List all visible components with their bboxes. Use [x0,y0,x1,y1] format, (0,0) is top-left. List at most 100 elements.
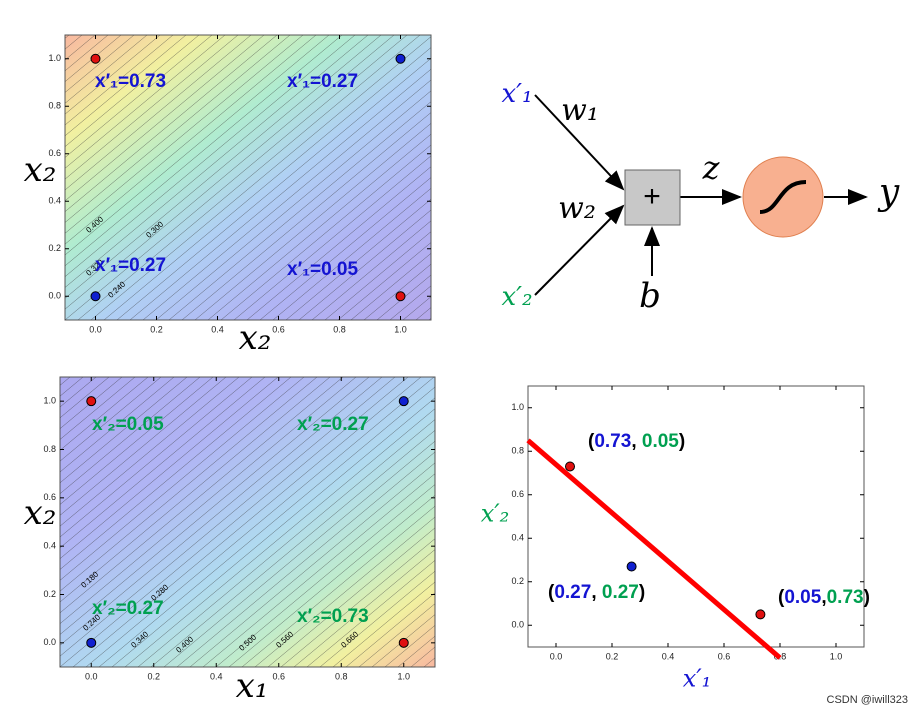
contour-line [832,35,917,320]
contour-line [272,188,431,320]
contour-line [0,35,4,320]
y-tick-label: 0.6 [43,492,56,502]
sum-label: + [643,180,661,213]
input-label: x′₂ [502,282,533,312]
x-tick-label: 0.6 [718,651,731,661]
contour-line [293,549,435,667]
y-tick-label: 0.0 [43,637,56,647]
arrow [534,94,625,191]
contour-line [241,505,435,667]
contour-line [345,592,435,667]
contour-line [358,603,435,667]
contour-line [60,377,357,624]
contour-line [65,35,226,169]
contour-line [60,377,123,429]
contour-line [60,377,331,603]
contour-line [60,377,344,614]
contour-line [819,35,917,320]
y-axis-label: x′₂ [481,500,510,528]
contour-line [319,570,435,667]
y-tick-label: 0.2 [43,589,56,599]
contour-line [77,35,421,320]
x-tick-label: 0.0 [550,651,563,661]
contour-line [85,377,435,667]
contour-line [168,101,431,320]
contour-line [60,377,214,505]
y-tick-label: 0.4 [43,541,56,551]
contour-line [60,377,409,667]
contour-line [572,35,914,320]
contour-line [65,35,317,245]
y-tick-label: 0.0 [48,291,61,301]
contour-line [246,166,431,320]
contour-line [129,68,431,320]
annotation-part: 0.27 [554,582,591,603]
contour-lines [0,35,917,320]
weight-label: w₂ [558,191,596,226]
x-axis-label: x₂ [239,318,272,358]
contour-line [65,35,369,288]
chart-panel: 0.00.20.40.60.81.00.00.20.40.60.81.0(0.7… [481,385,870,693]
y-tick-label: 0.8 [43,444,56,454]
contour-line [60,377,305,581]
contour-line [285,198,431,320]
annotation: x′₂=0.05 [92,414,164,435]
contour-line [254,516,435,667]
annotation-part: , [631,431,642,452]
contour-line [60,377,136,440]
x-axis-label: x′₁ [683,665,712,693]
contour-line [60,377,175,473]
decision-line [526,438,782,660]
point [398,396,409,407]
watermark: CSDN @iwill323 [827,694,908,706]
contour-line [111,397,435,667]
contour-line [202,473,435,667]
annotation-part: 0.73 [827,587,864,608]
contour-line [65,35,148,104]
annotation: x′₂=0.27 [92,598,164,619]
y-tick-label: 1.0 [48,53,61,63]
contour-line [150,430,435,667]
plot-area [59,376,436,668]
input-label: x′₁ [502,79,533,109]
contour-line [65,35,304,234]
contour-line [350,253,431,320]
contour-line [65,35,161,115]
annotation-part: 0.73 [594,431,631,452]
annotation: x′₂=0.73 [297,606,369,627]
point [398,637,409,648]
annotation: x′₁=0.73 [95,71,166,92]
contour-line [176,451,435,667]
annotation-part: 0.27 [602,582,639,603]
contour-line [65,35,330,256]
z-label: z [702,149,721,187]
contour-line [60,377,162,462]
plot-area [527,385,865,648]
contour-line [0,377,18,667]
x-tick-label: 0.8 [335,671,348,681]
contour-line [72,377,422,667]
point [90,53,101,64]
sigmoid-node [742,156,824,238]
annotation-part: ) [679,431,685,452]
contour-line [103,47,431,320]
x-tick-label: 0.2 [150,324,163,334]
contour-line [65,35,356,277]
contour-line [306,560,435,667]
contour-line [60,377,383,646]
contour-line [332,581,435,667]
contour-line [267,527,435,667]
contour-line [65,35,343,267]
x-tick-label: 0.2 [606,651,619,661]
x-tick-label: 0.4 [210,671,223,681]
contour-line [194,123,431,320]
contour-line [324,231,431,320]
contour-lines [0,377,435,667]
annotation: x′₂=0.27 [297,414,369,435]
x-tick-label: 1.0 [397,671,410,681]
annotation-part: ( [548,582,555,603]
contour-line [207,133,431,320]
annotation-part: ( [588,431,595,452]
output-label: y [877,172,900,213]
